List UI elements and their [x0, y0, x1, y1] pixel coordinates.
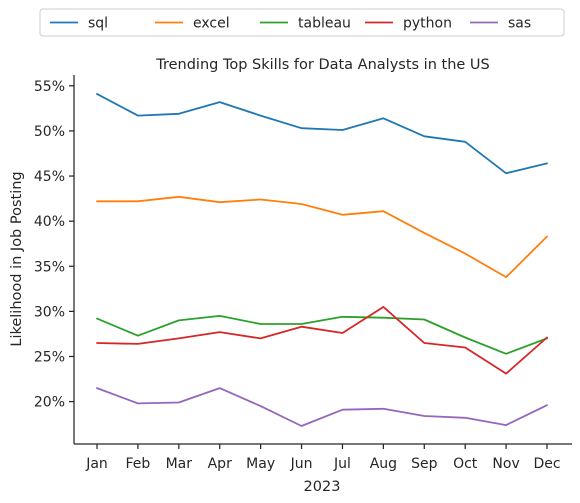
legend-label: tableau: [298, 16, 351, 32]
legend-label: sql: [88, 16, 108, 32]
legend-label: sas: [508, 16, 531, 32]
y-tick-label: 35%: [34, 259, 65, 275]
x-tick-label: Jun: [290, 456, 313, 472]
y-tick-label: 50%: [34, 124, 65, 140]
y-ticks: 20% 25% 30% 35% 40% 45% 50% 55%: [34, 79, 74, 411]
y-axis-title: Likelihood in Job Posting: [9, 171, 25, 346]
x-tick-label: Sep: [411, 456, 438, 472]
legend-item-sql: sql: [50, 16, 108, 32]
legend-item-tableau: tableau: [260, 16, 351, 32]
series-line-python: [96, 305, 548, 375]
x-tick-label: Aug: [370, 456, 397, 472]
x-tick-label: May: [246, 456, 275, 472]
x-tick-label: Dec: [533, 456, 560, 472]
series-line-tableau: [96, 314, 548, 355]
x-tick-label: Jan: [85, 456, 108, 472]
y-tick-label: 30%: [34, 304, 65, 320]
legend: sql excel tableau python sas: [39, 8, 565, 37]
legend-frame: [39, 8, 565, 37]
x-ticks: Jan Feb Mar Apr May Jun Jul Aug Sep Oct Nov Dec: [85, 444, 561, 472]
legend-label: python: [403, 16, 452, 32]
x-tick-label: Jul: [333, 456, 351, 472]
series-line-sas: [96, 387, 548, 427]
legend-item-python: python: [365, 16, 452, 32]
y-tick-label: 20%: [34, 395, 65, 411]
series-line-sql: [96, 93, 548, 175]
x-tick-label: Apr: [208, 456, 232, 472]
axes: [73, 75, 572, 445]
x-axis-title: 2023: [304, 479, 341, 495]
x-tick-label: Nov: [492, 456, 519, 472]
x-tick-label: Oct: [453, 456, 478, 472]
series-line-excel: [96, 195, 548, 279]
y-tick-label: 40%: [34, 214, 65, 230]
y-tick-label: 45%: [34, 169, 65, 185]
chart-title: Trending Top Skills for Data Analysts in…: [155, 57, 489, 73]
y-tick-label: 55%: [34, 79, 65, 95]
series-lines: [96, 93, 548, 427]
legend-item-sas: sas: [470, 16, 531, 32]
legend-item-excel: excel: [155, 16, 230, 32]
y-tick-label: 25%: [34, 349, 65, 365]
legend-label: excel: [193, 16, 230, 32]
x-tick-label: Mar: [166, 456, 193, 472]
x-tick-label: Feb: [126, 456, 151, 472]
